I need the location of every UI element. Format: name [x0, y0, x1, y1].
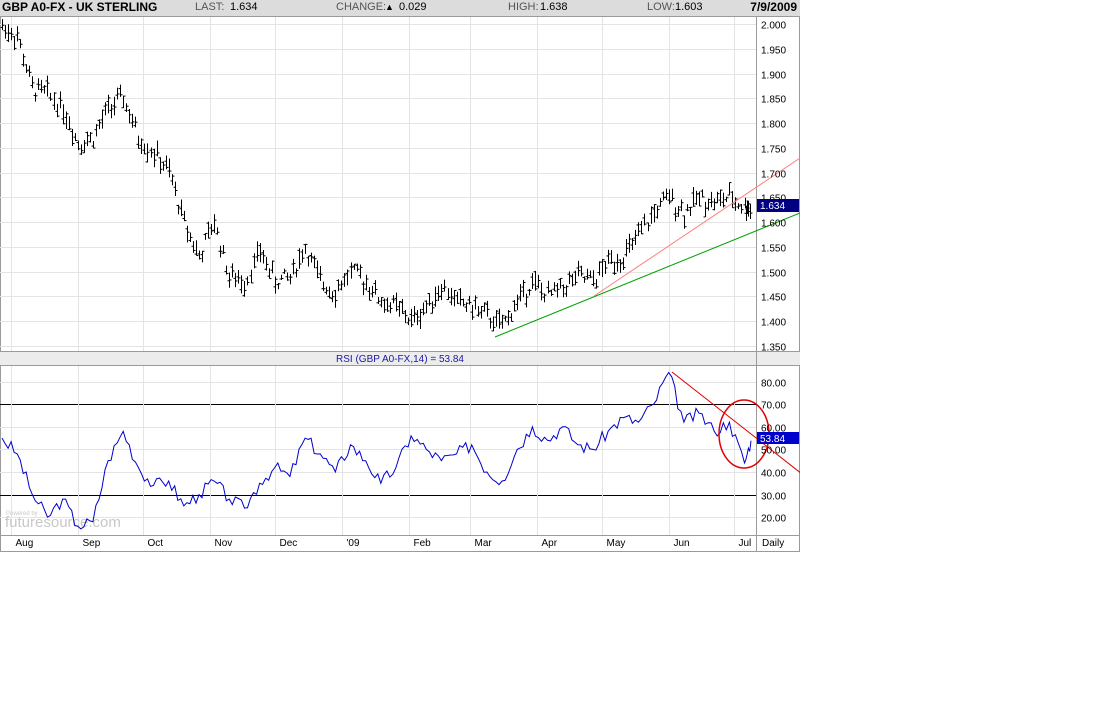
- x-tick-label: Dec: [280, 538, 298, 549]
- rsi-grid: [0, 382, 756, 518]
- rsi-tick-label: 30.00: [761, 492, 786, 503]
- rsi-value-badge-text: 53.84: [760, 434, 785, 445]
- price-tick-label: 1.450: [761, 293, 786, 304]
- x-axis-labels: Aug Sep Oct Nov Dec '09 Feb Mar Apr May Jun Jul: [16, 538, 752, 549]
- symbol-title: GBP A0-FX - UK STERLING: [2, 0, 158, 14]
- rsi-tick-label: 60.00: [761, 424, 786, 435]
- support-trendline: [494, 212, 800, 338]
- rsi-tick-label: 80.00: [761, 379, 786, 390]
- x-tick-label: Nov: [215, 538, 233, 549]
- x-tick-label: Apr: [542, 538, 558, 549]
- rsi-value-badge: [757, 432, 799, 444]
- price-tick-label: 1.700: [761, 170, 786, 181]
- rsi-tick-label: 70.00: [761, 401, 786, 412]
- rsi-tick-label: 20.00: [761, 514, 786, 525]
- chart-header-bar: GBP A0-FX - UK STERLING LAST: 1.634 CHAN…: [0, 0, 800, 17]
- last-value: 1.634: [230, 1, 258, 13]
- chart-date: 7/9/2009: [750, 0, 797, 14]
- rsi-title-band: [0, 351, 800, 366]
- last-price-badge: [757, 199, 799, 212]
- price-tick-label: 1.600: [761, 219, 786, 230]
- futuresource-watermark: futuresource.com: [5, 514, 121, 531]
- x-tick-label: '09: [347, 538, 360, 549]
- last-price-badge-text: 1.634: [760, 201, 785, 212]
- x-tick-label: Feb: [414, 538, 432, 549]
- x-tick-label: May: [607, 538, 626, 549]
- last-label: LAST:: [195, 1, 225, 13]
- price-tick-label: 1.800: [761, 120, 786, 131]
- chart-root: GBP A0-FX - UK STERLING LAST: 1.634 CHAN…: [0, 0, 800, 552]
- price-tick-label: 1.550: [761, 244, 786, 255]
- rsi-tick-label: 40.00: [761, 469, 786, 480]
- low-label: LOW:: [647, 1, 675, 13]
- high-value: 1.638: [540, 1, 568, 13]
- price-tick-label: 1.950: [761, 46, 786, 57]
- x-tick-label: Jun: [674, 538, 690, 549]
- x-tick-label: Aug: [16, 538, 34, 549]
- rsi-line-group: [1, 371, 752, 530]
- price-tick-label: 1.500: [761, 269, 786, 280]
- x-tick-label: Sep: [83, 538, 101, 549]
- watermark-powered-by: Powered by: [6, 511, 38, 517]
- y-axis-labels: 2.0001.9501.9001.8501.8001.7501.7001.650…: [761, 21, 786, 525]
- high-label: HIGH:: [508, 1, 539, 13]
- rsi-trendline: [671, 371, 800, 474]
- price-tick-label: 1.400: [761, 318, 786, 329]
- rsi-tick-label: 50.00: [761, 446, 786, 457]
- x-grid: [11, 17, 735, 535]
- price-tick-label: 2.000: [761, 21, 786, 32]
- low-value: 1.603: [675, 1, 703, 13]
- price-tick-label: 1.900: [761, 71, 786, 82]
- change-up-icon: ▲: [385, 2, 394, 12]
- chart-frame: [0, 16, 800, 552]
- price-tick-label: 1.750: [761, 145, 786, 156]
- chart-canvas: Powered by futuresource.com RSI (GBP A0-…: [0, 16, 800, 552]
- price-bars: [0, 19, 753, 332]
- x-tick-label: Mar: [475, 538, 493, 549]
- price-tick-label: 1.850: [761, 95, 786, 106]
- x-tick-label: Jul: [739, 538, 752, 549]
- change-value: 0.029: [399, 1, 427, 13]
- price-resistance-trendline: [593, 157, 800, 297]
- x-tick-label: Oct: [148, 538, 164, 549]
- price-grid: [0, 24, 756, 347]
- period-label: Daily: [762, 538, 784, 549]
- change-label: CHANGE:: [336, 1, 387, 13]
- price-tick-label: 1.350: [761, 343, 786, 354]
- rsi-title: RSI (GBP A0-FX,14) = 53.84: [336, 354, 464, 365]
- rsi-line: [1, 371, 752, 530]
